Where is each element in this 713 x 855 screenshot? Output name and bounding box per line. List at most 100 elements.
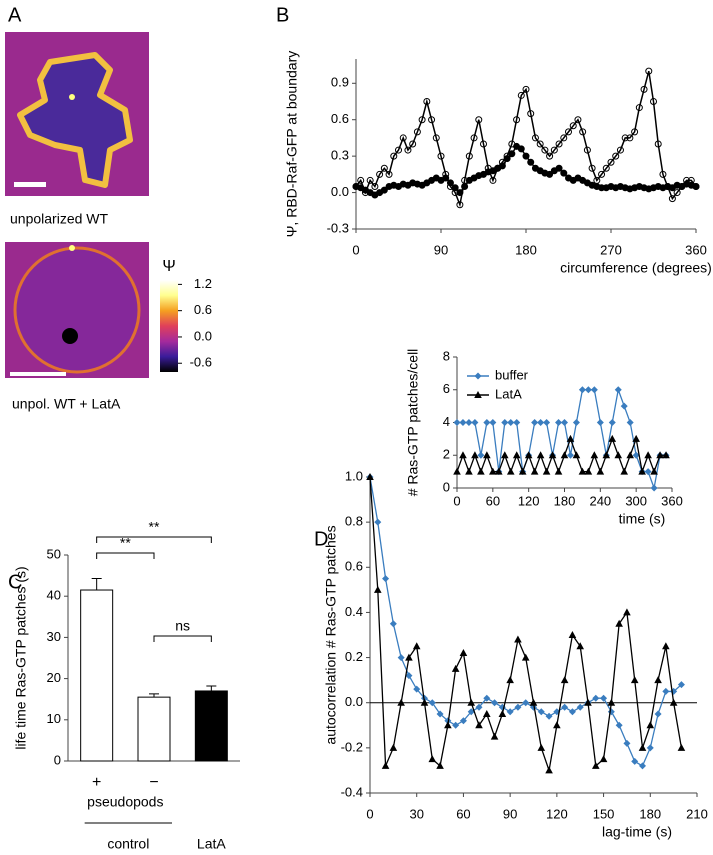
data-point: [579, 128, 587, 136]
image-caption: unpolarized WT: [10, 211, 108, 227]
y-axis-label: # Ras-GTP patches/cell: [405, 349, 421, 497]
data-point: [409, 140, 417, 148]
data-point: [536, 140, 544, 148]
x-tick-label: 0: [366, 806, 373, 821]
data-point: [451, 664, 460, 672]
data-point: [543, 419, 551, 426]
data-point: [507, 419, 515, 426]
data-point: [490, 732, 499, 740]
legend-marker: [474, 391, 482, 398]
data-point: [560, 169, 568, 177]
data-point: [608, 419, 616, 426]
data-point: [506, 708, 514, 716]
data-point: [452, 721, 460, 729]
data-point: [495, 467, 503, 475]
data-point: [446, 179, 454, 187]
data-point: [512, 451, 521, 459]
data-point: [650, 484, 658, 492]
data-point: [477, 451, 485, 459]
data-point: [598, 170, 606, 178]
data-point: [376, 170, 384, 178]
data-point: [644, 451, 652, 459]
x-tick-label: 210: [686, 806, 708, 821]
panel-label: C: [8, 571, 22, 593]
data-point: [553, 721, 561, 729]
data-point: [631, 128, 639, 136]
colorbar: [160, 280, 178, 372]
legend-label: LatA: [495, 386, 522, 401]
data-point: [404, 146, 412, 154]
data-point: [483, 694, 491, 702]
x-tick-label: 360: [685, 242, 707, 257]
x-axis-label: lag-time (s): [602, 824, 672, 840]
data-point: [522, 85, 530, 93]
data-point: [561, 419, 568, 426]
data-point: [389, 743, 398, 751]
y-tick-label: 0.6: [331, 111, 349, 126]
data-point: [491, 699, 499, 707]
data-point: [576, 703, 584, 711]
significance: **: [120, 535, 131, 551]
x-tick-label: 180: [515, 242, 537, 257]
data-point: [385, 170, 393, 178]
y-axis-label: Ψ, RBD-Raf-GFP at boundary: [284, 51, 300, 238]
x-tick-label: 300: [625, 493, 647, 508]
group-label: LatA: [197, 836, 226, 852]
data-point: [506, 676, 514, 684]
x-tick-label: 0: [453, 493, 460, 508]
y-tick-label: 0.2: [345, 649, 363, 664]
data-point: [536, 451, 545, 459]
data-point: [530, 467, 539, 475]
y-tick-label: 0: [54, 752, 61, 767]
data-point: [668, 195, 676, 203]
x-tick-label: 90: [503, 806, 517, 821]
micrograph: [5, 32, 149, 196]
bracket: [153, 635, 212, 642]
y-tick-label: 40: [47, 588, 61, 603]
data-point: [470, 134, 478, 142]
data-point: [428, 116, 436, 124]
data-point: [413, 128, 421, 136]
data-point: [669, 698, 678, 706]
data-point: [555, 164, 563, 172]
y-tick-label: 50: [47, 546, 61, 561]
x-tick-label: 90: [434, 242, 448, 257]
y-tick-label: -0.2: [341, 739, 363, 754]
data-point: [623, 608, 631, 616]
x-tick-label: 30: [409, 806, 423, 821]
x-tick-label: 180: [639, 806, 661, 821]
x-tick-label: 120: [518, 493, 540, 508]
data-point: [480, 140, 487, 148]
data-point: [531, 419, 539, 426]
data-point: [498, 710, 507, 717]
data-point: [600, 694, 608, 702]
data-point: [397, 698, 405, 706]
data-point: [584, 386, 592, 394]
data-point: [607, 708, 615, 716]
data-point: [620, 467, 629, 475]
data-point: [371, 183, 379, 190]
data-point: [588, 164, 596, 172]
error-bar: [91, 577, 102, 591]
data-point: [436, 710, 444, 718]
data-point: [615, 721, 623, 729]
data-point: [537, 708, 545, 716]
data-point: [395, 146, 402, 154]
data-point: [503, 155, 511, 163]
x-tick-label: 360: [661, 493, 683, 508]
y-tick-label: 6: [443, 381, 450, 396]
data-point: [451, 184, 459, 192]
bracket: [96, 552, 155, 559]
data-point: [423, 98, 431, 105]
data-point: [640, 85, 648, 93]
data-point: [566, 451, 574, 459]
image-caption: unpol. WT + LatA: [12, 396, 121, 412]
data-point: [591, 761, 600, 769]
data-point: [602, 451, 611, 459]
data-point: [545, 712, 553, 720]
data-point: [465, 152, 473, 160]
data-point: [456, 201, 464, 209]
y-tick-label: 10: [47, 711, 61, 726]
data-point: [626, 419, 634, 426]
